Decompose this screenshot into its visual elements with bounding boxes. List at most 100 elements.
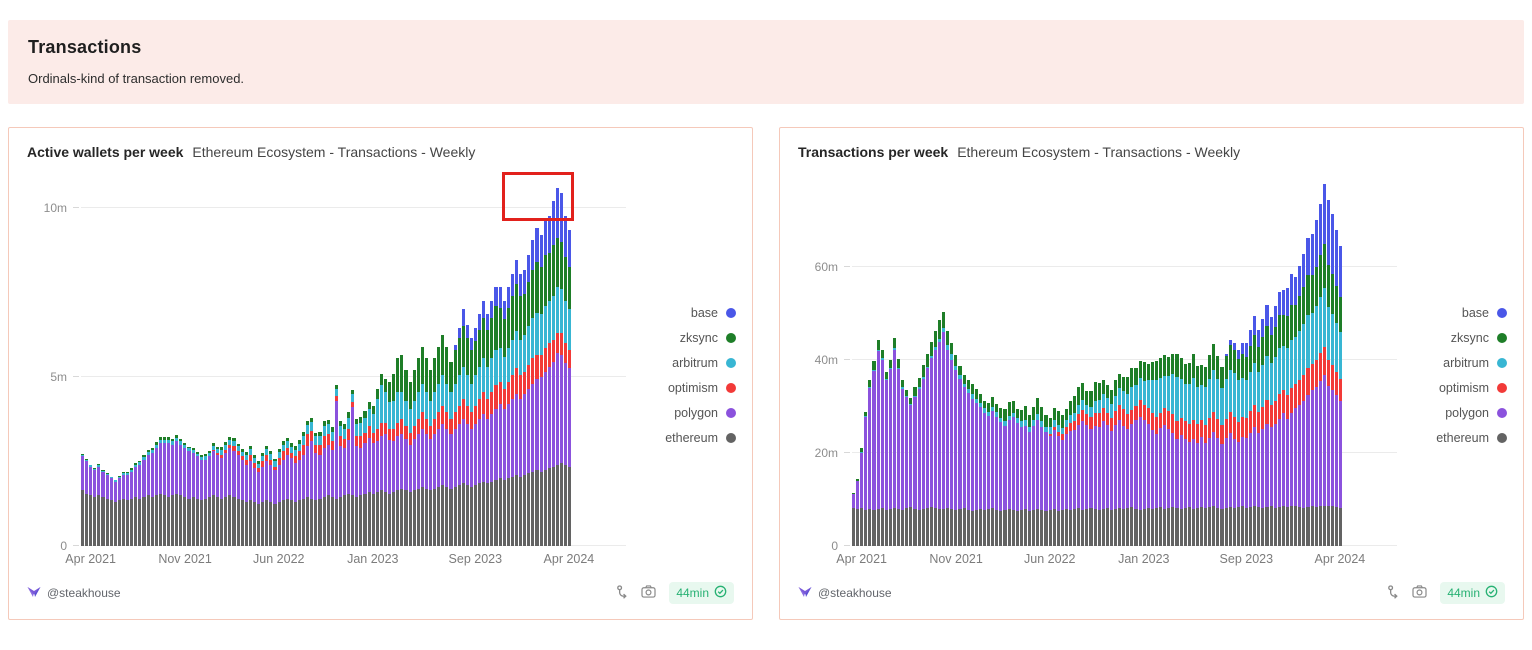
- bar[interactable]: [1134, 174, 1138, 546]
- bar[interactable]: [1097, 174, 1101, 546]
- bar[interactable]: [950, 174, 954, 546]
- bar[interactable]: [367, 174, 371, 546]
- bar[interactable]: [1240, 174, 1244, 546]
- bar[interactable]: [494, 174, 498, 546]
- bar[interactable]: [81, 174, 85, 546]
- bar[interactable]: [1261, 174, 1265, 546]
- bar[interactable]: [925, 174, 929, 546]
- bar[interactable]: [1077, 174, 1081, 546]
- bar[interactable]: [383, 174, 388, 546]
- bar[interactable]: [1183, 174, 1187, 546]
- bar[interactable]: [212, 174, 216, 546]
- bar[interactable]: [1130, 174, 1134, 546]
- bar[interactable]: [1085, 174, 1089, 546]
- bar[interactable]: [453, 174, 457, 546]
- bar[interactable]: [428, 174, 433, 546]
- bar[interactable]: [334, 174, 338, 546]
- bar[interactable]: [1064, 174, 1068, 546]
- bar[interactable]: [1114, 174, 1118, 546]
- bar[interactable]: [224, 174, 228, 546]
- bar[interactable]: [1245, 174, 1249, 546]
- author[interactable]: @steakhouse: [798, 586, 892, 601]
- bar[interactable]: [318, 174, 322, 546]
- author-handle[interactable]: @steakhouse: [818, 586, 892, 600]
- bar[interactable]: [146, 174, 150, 546]
- bar[interactable]: [412, 174, 416, 546]
- bar[interactable]: [1187, 174, 1191, 546]
- bar[interactable]: [183, 174, 187, 546]
- bar[interactable]: [269, 174, 273, 546]
- bar[interactable]: [134, 174, 138, 546]
- bar[interactable]: [1044, 174, 1048, 546]
- bar[interactable]: [408, 174, 412, 546]
- bar[interactable]: [970, 174, 974, 546]
- bar[interactable]: [1126, 174, 1130, 546]
- bar[interactable]: [171, 174, 175, 546]
- bar[interactable]: [555, 174, 559, 546]
- bar[interactable]: [1335, 174, 1339, 546]
- bar[interactable]: [991, 174, 995, 546]
- bar[interactable]: [322, 174, 326, 546]
- bar[interactable]: [913, 174, 917, 546]
- bar[interactable]: [995, 174, 999, 546]
- bar[interactable]: [514, 174, 519, 546]
- bar[interactable]: [175, 174, 179, 546]
- bars-area[interactable]: [81, 174, 572, 546]
- legend-item-ethereum[interactable]: ethereum: [1397, 425, 1507, 450]
- bar[interactable]: [1081, 174, 1085, 546]
- bar[interactable]: [1163, 174, 1167, 546]
- bar[interactable]: [909, 174, 913, 546]
- bar[interactable]: [1249, 174, 1253, 546]
- bar[interactable]: [1118, 174, 1122, 546]
- bar[interactable]: [872, 174, 876, 546]
- bar[interactable]: [437, 174, 441, 546]
- bar[interactable]: [359, 174, 363, 546]
- bar[interactable]: [962, 174, 966, 546]
- bar[interactable]: [109, 174, 113, 546]
- bar[interactable]: [1093, 174, 1097, 546]
- bar[interactable]: [539, 174, 543, 546]
- bar[interactable]: [281, 174, 285, 546]
- bar[interactable]: [1265, 174, 1269, 546]
- legend-item-base[interactable]: base: [1397, 300, 1507, 325]
- bar[interactable]: [400, 174, 404, 546]
- bar[interactable]: [166, 174, 171, 546]
- bar[interactable]: [375, 174, 379, 546]
- bar[interactable]: [1109, 174, 1113, 546]
- bar[interactable]: [89, 174, 93, 546]
- legend-item-optimism[interactable]: optimism: [1397, 375, 1507, 400]
- bar[interactable]: [888, 174, 892, 546]
- bar[interactable]: [388, 174, 392, 546]
- bar[interactable]: [326, 174, 330, 546]
- screenshot-button[interactable]: [641, 585, 656, 601]
- bar[interactable]: [1199, 174, 1204, 546]
- bar[interactable]: [547, 174, 551, 546]
- bar[interactable]: [293, 174, 297, 546]
- bar[interactable]: [559, 174, 564, 546]
- bar[interactable]: [97, 174, 101, 546]
- legend-item-ethereum[interactable]: ethereum: [626, 425, 736, 450]
- bar[interactable]: [1212, 174, 1216, 546]
- bar[interactable]: [917, 174, 921, 546]
- legend-item-base[interactable]: base: [626, 300, 736, 325]
- bar[interactable]: [302, 174, 306, 546]
- bar[interactable]: [1015, 174, 1019, 546]
- bar[interactable]: [884, 174, 888, 546]
- bar[interactable]: [199, 174, 203, 546]
- bar[interactable]: [1150, 174, 1154, 546]
- bar[interactable]: [868, 174, 872, 546]
- bar[interactable]: [1253, 174, 1257, 546]
- bar[interactable]: [257, 174, 261, 546]
- bar[interactable]: [404, 174, 408, 546]
- bar[interactable]: [314, 174, 318, 546]
- bar[interactable]: [396, 174, 400, 546]
- plot-area[interactable]: 0 20m 40m 60m: [815, 174, 1397, 553]
- bar[interactable]: [441, 174, 445, 546]
- bar[interactable]: [310, 174, 314, 546]
- bar[interactable]: [261, 174, 265, 546]
- bar[interactable]: [486, 174, 490, 546]
- bar[interactable]: [1048, 174, 1052, 546]
- bar[interactable]: [101, 174, 105, 546]
- bar[interactable]: [433, 174, 437, 546]
- bar[interactable]: [1040, 174, 1044, 546]
